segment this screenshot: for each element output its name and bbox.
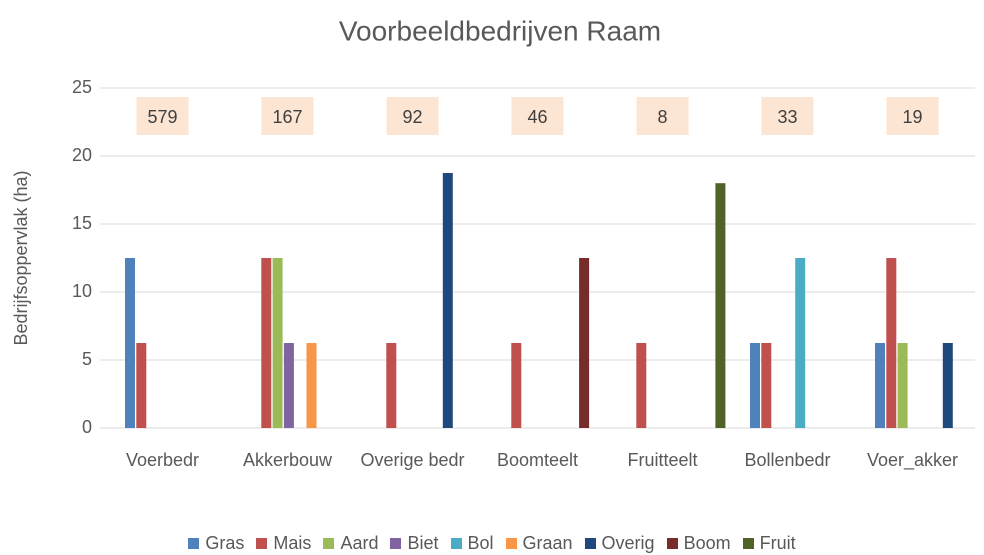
bar <box>579 258 590 428</box>
bar <box>261 258 272 428</box>
legend-item: Graan <box>505 533 573 554</box>
legend-swatch <box>323 538 335 549</box>
y-tick-label: 25 <box>72 77 92 97</box>
count-label: 167 <box>272 107 302 127</box>
x-tick-label: Voer_akker <box>866 450 959 470</box>
legend-label: Boom <box>683 533 731 553</box>
y-tick-label: 15 <box>72 213 92 233</box>
count-box <box>386 97 439 135</box>
count-label: 92 <box>402 107 422 127</box>
legend-item: Bol <box>450 533 494 554</box>
legend-item: Overig <box>584 533 655 554</box>
legend-swatch <box>505 538 517 549</box>
legend-swatch <box>584 538 596 549</box>
legend-item: Mais <box>256 533 311 554</box>
legend: Gras Mais Aard Biet Bol Graan Overig Boom Fruit <box>0 533 984 554</box>
bar <box>272 258 283 428</box>
count-label: 579 <box>147 107 177 127</box>
y-tick-label: 0 <box>82 417 92 437</box>
bar <box>886 258 897 428</box>
count-label: 33 <box>777 107 797 127</box>
bar <box>636 343 647 428</box>
legend-item: Gras <box>188 533 244 554</box>
legend-swatch <box>188 538 200 549</box>
count-box <box>511 97 564 135</box>
legend-swatch <box>390 538 402 549</box>
bar <box>511 343 522 428</box>
legend-swatch <box>450 538 462 549</box>
legend-swatch <box>742 538 754 549</box>
x-tick-label: Bollenbedr <box>744 450 831 470</box>
legend-label: Overig <box>601 533 655 553</box>
legend-label: Graan <box>522 533 573 553</box>
bar <box>715 183 726 428</box>
bar <box>283 343 294 428</box>
y-tick-label: 20 <box>72 145 92 165</box>
legend-item: Aard <box>323 533 378 554</box>
legend-label: Mais <box>273 533 312 553</box>
count-box <box>886 97 939 135</box>
legend-label: Aard <box>340 533 379 553</box>
bar <box>136 343 147 428</box>
x-tick-label: Boomteelt <box>496 450 579 470</box>
y-axis-label: Bedrijfsoppervlak (ha) <box>11 170 31 345</box>
count-box <box>636 97 689 135</box>
legend-item: Fruit <box>742 533 796 554</box>
bar <box>442 173 453 428</box>
x-tick-label: Fruitteelt <box>627 450 698 470</box>
legend-item: Boom <box>666 533 731 554</box>
count-label: 46 <box>527 107 547 127</box>
legend-label: Biet <box>407 533 439 553</box>
bar <box>750 343 760 428</box>
y-tick-label: 10 <box>72 281 92 301</box>
legend-swatch <box>666 538 678 549</box>
legend-item: Biet <box>390 533 439 554</box>
count-label: 19 <box>902 107 922 127</box>
bar <box>386 343 397 428</box>
bar <box>306 343 317 428</box>
count-box <box>261 97 314 135</box>
x-tick-label: Voerbedr <box>125 450 200 470</box>
bar <box>942 343 953 428</box>
bar <box>875 343 885 428</box>
bar <box>761 343 772 428</box>
y-tick-label: 5 <box>82 349 92 369</box>
count-box <box>136 97 189 135</box>
legend-swatch <box>256 538 268 549</box>
x-tick-label: Overige bedr <box>360 450 465 470</box>
bar <box>795 258 806 428</box>
legend-label: Bol <box>467 533 494 553</box>
count-label: 8 <box>657 107 667 127</box>
chart-title: Voorbeeldbedrijven Raam <box>339 15 661 46</box>
bar <box>897 343 908 428</box>
x-tick-label: Akkerbouw <box>242 450 333 470</box>
bar <box>125 258 135 428</box>
legend-label: Fruit <box>759 533 796 553</box>
legend-label: Gras <box>205 533 245 553</box>
count-box <box>761 97 814 135</box>
